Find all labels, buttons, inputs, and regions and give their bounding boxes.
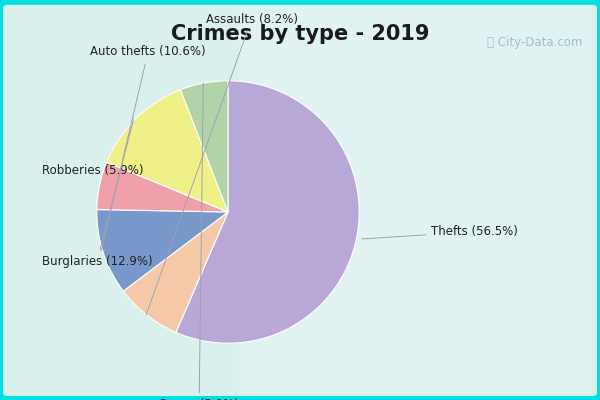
Wedge shape <box>124 212 228 332</box>
Wedge shape <box>176 81 359 343</box>
Wedge shape <box>97 162 228 212</box>
Text: Burglaries (12.9%): Burglaries (12.9%) <box>41 119 152 268</box>
Text: Assaults (8.2%): Assaults (8.2%) <box>146 13 298 315</box>
Wedge shape <box>181 81 228 212</box>
Text: Thefts (56.5%): Thefts (56.5%) <box>362 225 518 239</box>
Text: ⓘ City-Data.com: ⓘ City-Data.com <box>487 36 582 49</box>
Wedge shape <box>107 90 228 212</box>
Text: Rapes (5.9%): Rapes (5.9%) <box>160 83 239 400</box>
Text: Auto thefts (10.6%): Auto thefts (10.6%) <box>90 46 206 251</box>
Text: Crimes by type - 2019: Crimes by type - 2019 <box>171 24 429 44</box>
FancyBboxPatch shape <box>239 7 593 394</box>
FancyBboxPatch shape <box>3 5 597 396</box>
Wedge shape <box>97 210 228 291</box>
Text: Robberies (5.9%): Robberies (5.9%) <box>41 164 143 182</box>
